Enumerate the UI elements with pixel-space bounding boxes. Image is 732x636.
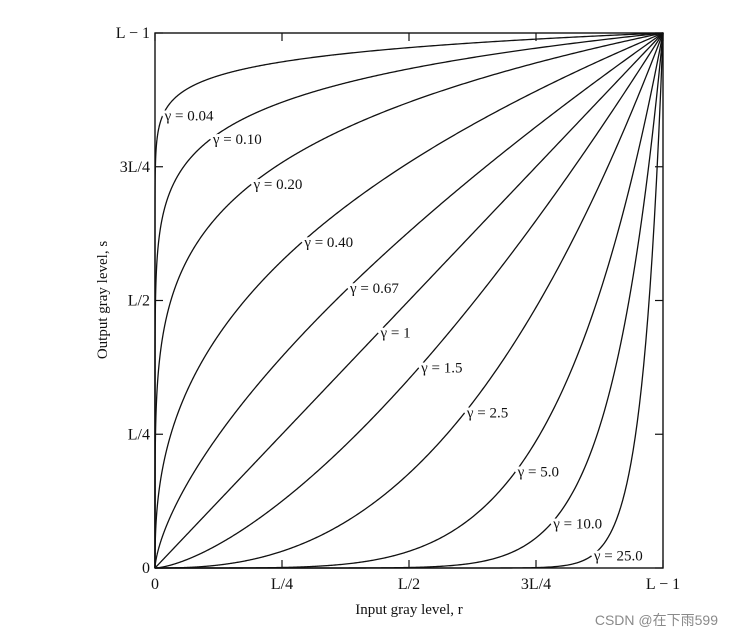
- curve-labels-group: γ = 0.04 γ = 0.10 γ = 0.20 γ = 0.40 γ = 0.67…: [161, 106, 646, 568]
- curve-label: γ = 1: [380, 326, 411, 342]
- y-tick-label: L/4: [128, 426, 150, 443]
- y-tick-label: L − 1: [116, 25, 150, 42]
- y-tick-label: L/2: [128, 293, 150, 310]
- curve-label: γ = 1.5: [420, 360, 462, 376]
- x-tick-label: L/4: [271, 576, 293, 593]
- curve-label: γ = 0.10: [212, 132, 262, 148]
- x-tick-label: 3L/4: [521, 576, 551, 593]
- curve-gamma-0_67: [154, 32, 664, 568]
- curve-label: γ = 0.20: [253, 177, 303, 193]
- curve-label: γ = 10.0: [552, 516, 602, 532]
- y-axis-title: Output gray level, s: [95, 241, 111, 359]
- curve-gamma-0_04: [154, 32, 664, 568]
- curve-gamma-0_1: [154, 32, 664, 568]
- ticks-group: 0 L/4 L/2 3L/4 L − 1 0 L/4 L/2 3L/4 L − 1: [116, 25, 680, 593]
- x-tick-label: L/2: [398, 576, 420, 593]
- y-tick-label: 3L/4: [120, 159, 150, 176]
- x-tick-label: 0: [151, 576, 159, 593]
- curve-label: γ = 5.0: [517, 464, 559, 480]
- y-tick-label: 0: [142, 560, 150, 577]
- curve-label: γ = 0.04: [164, 109, 214, 125]
- watermark: CSDN @在下雨599: [594, 612, 718, 628]
- curve-gamma-0_2: [154, 32, 664, 568]
- curve-label: γ = 0.40: [303, 235, 353, 251]
- curve-label: γ = 2.5: [466, 406, 508, 422]
- curve-gamma-0_4: [154, 32, 664, 568]
- x-tick-label: L − 1: [646, 576, 680, 593]
- x-axis-title: Input gray level, r: [355, 602, 462, 618]
- curve-gamma-1: [154, 32, 664, 569]
- curve-label: γ = 25.0: [593, 549, 643, 565]
- curve-label: γ = 0.67: [349, 281, 399, 297]
- curves-group: [154, 32, 664, 569]
